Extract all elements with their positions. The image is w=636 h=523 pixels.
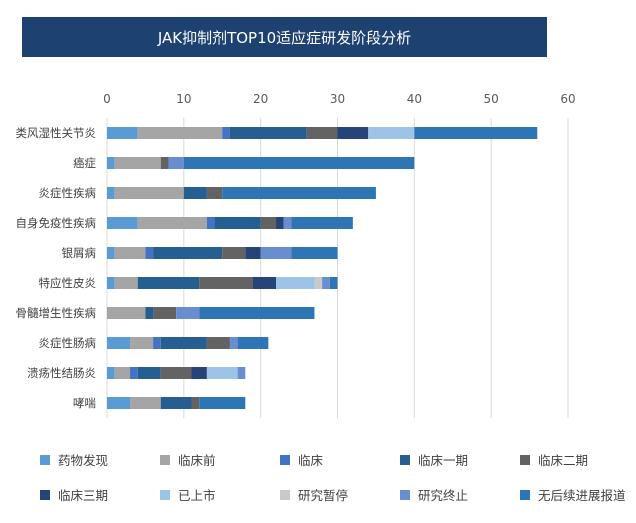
bar-segment bbox=[114, 367, 131, 379]
bar-segment bbox=[145, 307, 154, 319]
x-tick-label: 30 bbox=[330, 92, 345, 106]
bar-segment bbox=[114, 277, 138, 289]
bar-segment bbox=[291, 217, 353, 229]
bar-segment bbox=[329, 277, 338, 289]
category-label: 自身免疫性疾病 bbox=[16, 216, 97, 230]
x-tick-label: 40 bbox=[407, 92, 422, 106]
bar-segment bbox=[130, 337, 154, 349]
bar-segment bbox=[206, 217, 215, 229]
bar-segment bbox=[191, 397, 200, 409]
bar-segment bbox=[114, 247, 146, 259]
bar-segment bbox=[229, 337, 238, 349]
bar-segment bbox=[229, 127, 307, 139]
bar-segment bbox=[114, 187, 184, 199]
category-label: 哮喘 bbox=[73, 396, 96, 410]
bar-segment bbox=[137, 367, 161, 379]
bar-segment bbox=[107, 127, 138, 139]
x-tick-label: 60 bbox=[560, 92, 575, 106]
bar-segment bbox=[276, 217, 284, 229]
category-labels: 类风湿性关节炎癌症炎症性疾病自身免疫性疾病银屑病特应性皮炎骨髓增生性疾病炎症性肠… bbox=[16, 126, 97, 410]
bar-segment bbox=[206, 187, 223, 199]
bar-segment bbox=[160, 367, 192, 379]
bar-segment bbox=[107, 277, 115, 289]
bar-segment bbox=[107, 337, 131, 349]
bar-segment bbox=[245, 247, 261, 259]
bar-segment bbox=[107, 217, 138, 229]
bar-segment bbox=[191, 367, 207, 379]
bar-segment bbox=[206, 367, 238, 379]
chart-title: JAK抑制剂TOP10适应症研发阶段分析 bbox=[22, 17, 547, 57]
bar-segment bbox=[183, 187, 207, 199]
category-label: 银屑病 bbox=[62, 246, 97, 260]
category-label: 骨髓增生性疾病 bbox=[16, 306, 97, 320]
bar-segment bbox=[183, 157, 415, 169]
bar-segment bbox=[199, 307, 315, 319]
bars bbox=[107, 127, 538, 409]
x-tick-label: 0 bbox=[103, 92, 111, 106]
category-label: 类风湿性关节炎 bbox=[16, 126, 97, 140]
bar-segment bbox=[176, 307, 200, 319]
bar-segment bbox=[137, 127, 223, 139]
bar-segment bbox=[160, 337, 207, 349]
bar-segment bbox=[137, 217, 207, 229]
bar-segment bbox=[237, 367, 246, 379]
bar-segment bbox=[199, 397, 246, 409]
bar-segment bbox=[153, 337, 161, 349]
bar-segment bbox=[114, 157, 161, 169]
bar-segment bbox=[237, 337, 269, 349]
bar-segment bbox=[153, 307, 177, 319]
bar-segment bbox=[130, 397, 161, 409]
bar-segment bbox=[322, 277, 330, 289]
bar-segment bbox=[260, 217, 277, 229]
bar-segment bbox=[107, 397, 131, 409]
category-label: 炎症性肠病 bbox=[39, 336, 97, 350]
bar-segment bbox=[222, 127, 230, 139]
bar-segment bbox=[107, 247, 115, 259]
bar-segment bbox=[337, 127, 369, 139]
x-tick-label: 10 bbox=[176, 92, 191, 106]
bar-segment bbox=[222, 187, 376, 199]
bar-segment bbox=[291, 247, 338, 259]
x-tick-label: 50 bbox=[484, 92, 499, 106]
bar-segment bbox=[160, 397, 192, 409]
bar-segment bbox=[168, 157, 184, 169]
x-axis-ticks: 0 10 20 30 40 50 60 bbox=[103, 92, 575, 106]
bar-segment bbox=[107, 367, 115, 379]
category-label: 特应性皮炎 bbox=[39, 276, 97, 290]
category-label: 癌症 bbox=[73, 156, 96, 170]
bar-segment bbox=[160, 157, 169, 169]
bar-segment bbox=[414, 127, 538, 139]
bar-segment bbox=[107, 187, 115, 199]
category-label: 溃疡性结肠炎 bbox=[27, 366, 96, 380]
bar-segment bbox=[153, 247, 223, 259]
bar-segment bbox=[130, 367, 138, 379]
bar-segment bbox=[276, 277, 315, 289]
bar-segment bbox=[214, 217, 261, 229]
bar-segment bbox=[306, 127, 338, 139]
bar-segment bbox=[107, 157, 115, 169]
bar-segment bbox=[107, 307, 146, 319]
bar-segment bbox=[222, 247, 246, 259]
bar-segment bbox=[199, 277, 253, 289]
bar-segment bbox=[368, 127, 415, 139]
category-label: 炎症性疾病 bbox=[39, 186, 97, 200]
bar-segment bbox=[206, 337, 230, 349]
bar-segment bbox=[137, 277, 200, 289]
bar-segment bbox=[252, 277, 277, 289]
bar-segment bbox=[260, 247, 292, 259]
bar-segment bbox=[145, 247, 154, 259]
bar-segment bbox=[283, 217, 292, 229]
bar-segment bbox=[314, 277, 323, 289]
x-tick-label: 20 bbox=[253, 92, 268, 106]
